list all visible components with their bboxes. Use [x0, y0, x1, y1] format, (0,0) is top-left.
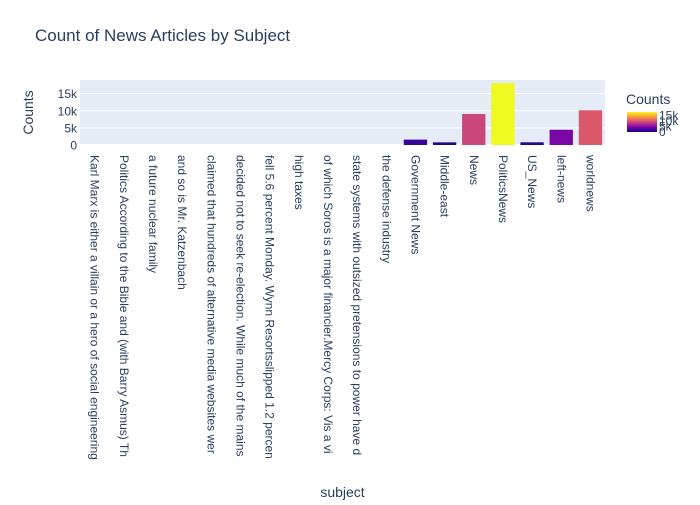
x-tick-label: Middle-east [438, 155, 452, 218]
x-tick-label: high taxes [292, 155, 306, 210]
x-tick-label: and so is Mr. Katzenbach [175, 155, 189, 290]
y-tick-label: 0 [70, 139, 77, 153]
x-tick-label: PoliticsNews [496, 155, 510, 223]
bar[interactable] [491, 83, 514, 145]
y-axis-title: Counts [20, 90, 36, 134]
x-axis-title: subject [320, 484, 364, 500]
x-tick-label: left-news [554, 155, 568, 203]
y-tick-label: 5k [64, 121, 78, 135]
colorbar-tick-label: 15k [659, 108, 679, 122]
colorbar-title: Counts [626, 91, 670, 107]
x-tick-label: the defense industry [379, 155, 393, 263]
x-tick-label: News [467, 155, 481, 185]
plot-area [80, 80, 605, 145]
bar[interactable] [433, 142, 456, 145]
bar[interactable] [579, 110, 602, 145]
x-tick-label: a future nuclear family [146, 155, 160, 273]
bar[interactable] [462, 114, 485, 145]
x-axis-ticks: Karl Marx is either a villain or a hero … [88, 154, 598, 460]
x-tick-label: of which Soros is a major financier.Merc… [321, 155, 335, 454]
y-tick-label: 10k [58, 104, 78, 118]
bar[interactable] [520, 142, 543, 145]
bar[interactable] [550, 130, 573, 145]
x-tick-label: claimed that hundreds of alternative med… [204, 155, 218, 454]
x-tick-label: decided not to seek re-election. While m… [233, 155, 247, 457]
colorbar-gradient [627, 112, 657, 132]
x-tick-label: US_News [525, 155, 539, 208]
x-tick-label: Politics According to the Bible and (wit… [117, 155, 131, 457]
x-tick-label: Karl Marx is either a villain or a hero … [88, 155, 102, 460]
y-axis-ticks: 0 5k 10k 15k [58, 87, 78, 152]
x-tick-label: worldnews [583, 154, 597, 212]
y-tick-label: 15k [58, 87, 78, 101]
x-tick-label: state systems with outsized pretensions … [350, 155, 364, 455]
chart-title: Count of News Articles by Subject [35, 26, 290, 45]
x-tick-label: fell 5.6 percent Monday. Wynn Resortssli… [263, 155, 277, 459]
x-tick-label: Government News [408, 155, 422, 254]
bar[interactable] [404, 140, 427, 145]
